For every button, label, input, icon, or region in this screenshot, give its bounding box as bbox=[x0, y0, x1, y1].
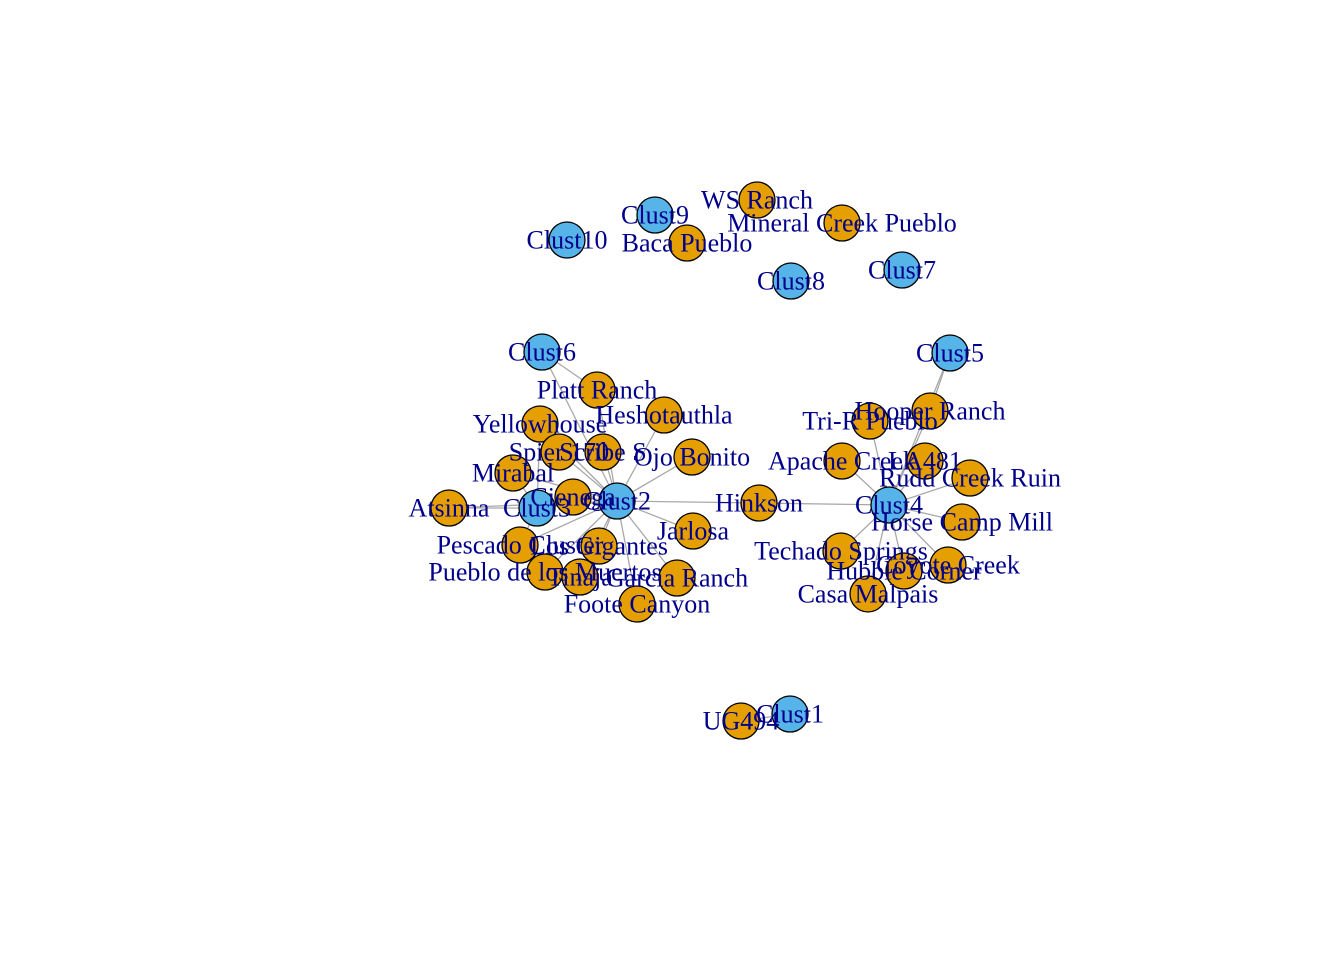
node-platt bbox=[578, 371, 616, 409]
node-label-pescado: Pescado Cluster bbox=[437, 531, 604, 560]
node-ojo bbox=[673, 438, 711, 476]
node-clust2 bbox=[598, 482, 636, 520]
node-clust1 bbox=[771, 695, 809, 733]
node-label-clust10: Clust10 bbox=[527, 226, 608, 255]
node-label-clust8: Clust8 bbox=[757, 267, 825, 296]
node-label-clust9: Clust9 bbox=[621, 201, 689, 230]
node-la481 bbox=[906, 442, 944, 480]
node-scribe bbox=[584, 433, 622, 471]
node-clust5 bbox=[931, 334, 969, 372]
node-losgig bbox=[580, 527, 618, 565]
node-label-hooper: Hooper Ranch bbox=[855, 397, 1006, 426]
node-label-clust6: Clust6 bbox=[508, 338, 576, 367]
node-clust10 bbox=[548, 221, 586, 259]
node-yellowhouse bbox=[521, 405, 559, 443]
node-horsecamp bbox=[943, 503, 981, 541]
node-pescado bbox=[501, 526, 539, 564]
node-label-wsranch: WS Ranch bbox=[701, 186, 813, 215]
node-clust6 bbox=[523, 333, 561, 371]
node-label-pueblomuertos: Pueblo de los Muertos bbox=[428, 558, 661, 587]
node-baca bbox=[668, 224, 706, 262]
node-label-baca: Baca Pueblo bbox=[622, 229, 753, 258]
node-casamalpais bbox=[849, 575, 887, 613]
node-tinaja bbox=[561, 558, 599, 596]
node-label-casamalpais: Casa Malpais bbox=[798, 580, 939, 609]
node-label-spier: Spier 170 bbox=[509, 438, 609, 467]
node-mineral bbox=[823, 204, 861, 242]
node-label-apache: Apache Creek bbox=[768, 447, 916, 476]
edge-hinkson-clust4 bbox=[758, 502, 890, 506]
label-layer: WS Ranch Clust9 Mineral Creek Pueblo Clust1… bbox=[409, 186, 1061, 736]
node-label-trir: Tri-R Pueblo bbox=[802, 407, 938, 436]
node-label-cienega: Cienega bbox=[530, 483, 616, 512]
node-ug494 bbox=[722, 702, 760, 740]
node-rudd bbox=[951, 459, 989, 497]
node-label-clust2: Clust2 bbox=[583, 487, 651, 516]
node-cienega bbox=[554, 478, 592, 516]
node-label-mineral: Mineral Creek Pueblo bbox=[727, 209, 957, 238]
node-hooper bbox=[911, 392, 949, 430]
node-foote bbox=[618, 585, 656, 623]
node-clust7 bbox=[883, 251, 921, 289]
node-garcia bbox=[658, 559, 696, 597]
edge-clust6-clust2 bbox=[541, 351, 618, 502]
node-label-clust5: Clust5 bbox=[916, 339, 984, 368]
node-label-horsecamp: Horse Camp Mill bbox=[871, 508, 1053, 537]
node-label-rudd: Rudd Creek Ruin bbox=[879, 464, 1061, 493]
node-mirabal bbox=[494, 454, 532, 492]
node-label-hubbell: Hubble Corner bbox=[826, 557, 982, 586]
node-label-clust3: Clust3 bbox=[503, 494, 571, 523]
node-clust9 bbox=[636, 196, 674, 234]
node-label-la481: LA481 bbox=[888, 447, 962, 476]
edge-clust5-clust4 bbox=[888, 352, 951, 506]
node-label-yellowhouse: Yellowhouse bbox=[473, 410, 608, 439]
node-clust8 bbox=[772, 262, 810, 300]
node-trir bbox=[851, 402, 889, 440]
node-label-scribe: Scribe S bbox=[559, 438, 646, 467]
node-label-clust4: Clust4 bbox=[855, 491, 923, 520]
node-label-clust7: Clust7 bbox=[868, 256, 936, 285]
edge-clust2-hinkson bbox=[616, 500, 760, 504]
node-coyote bbox=[929, 546, 967, 584]
node-label-losgig: Los Gigantes bbox=[530, 532, 668, 561]
node-label-heshot: Heshotauthla bbox=[595, 401, 733, 430]
node-label-foote: Foote Canyon bbox=[564, 590, 711, 619]
node-jarlosa bbox=[674, 512, 712, 550]
node-label-tinaja: Tinaja bbox=[547, 563, 613, 592]
node-label-coyote: Coyote Creek bbox=[876, 551, 1020, 580]
node-clust4 bbox=[870, 486, 908, 524]
node-label-platt: Platt Ranch bbox=[537, 376, 658, 405]
node-apache bbox=[823, 442, 861, 480]
node-label-techado: Techado Springs bbox=[754, 537, 928, 566]
node-spier bbox=[540, 433, 578, 471]
node-label-clust1: Clust1 bbox=[756, 700, 824, 729]
node-layer bbox=[430, 181, 989, 740]
node-heshot bbox=[645, 396, 683, 434]
node-atsinna bbox=[430, 489, 468, 527]
node-wsranch bbox=[738, 181, 776, 219]
node-label-jarlosa: Jarlosa bbox=[657, 517, 730, 546]
node-label-ug494: UG494 bbox=[703, 707, 780, 736]
node-label-atsinna: Atsinna bbox=[409, 494, 490, 523]
node-techado bbox=[822, 532, 860, 570]
node-label-mirabal: Mirabal bbox=[472, 459, 554, 488]
node-hubbell bbox=[885, 552, 923, 590]
node-hinkson bbox=[740, 484, 778, 522]
node-clust3 bbox=[518, 489, 556, 527]
node-label-garcia: Garcia Ranch bbox=[606, 564, 748, 593]
node-label-ojo: Ojo Bonito bbox=[634, 443, 750, 472]
node-label-hinkson: Hinkson bbox=[715, 489, 803, 518]
